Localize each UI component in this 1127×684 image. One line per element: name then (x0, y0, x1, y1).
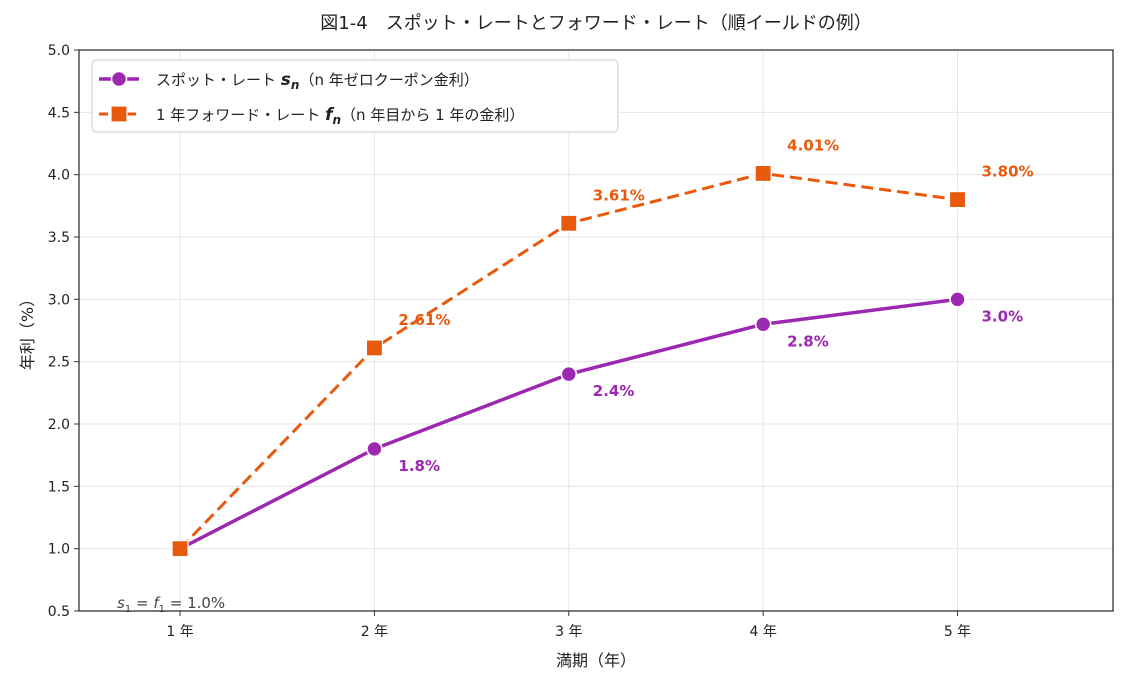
chart-title: 図1-4 スポット・レートとフォワード・レート（順イールドの例） (320, 13, 871, 34)
series-1-point (560, 365, 578, 383)
y-tick-label: 3.5 (48, 230, 70, 246)
y-tick-label: 1.5 (48, 479, 70, 495)
y-tick-label: 0.5 (48, 604, 70, 620)
data-label-series-2: 4.01% (787, 136, 839, 154)
x-tick-label: 2 年 (361, 624, 388, 640)
legend-box (91, 59, 619, 133)
data-label-series-2: 2.61% (398, 311, 450, 329)
x-tick-label: 1 年 (166, 624, 193, 640)
y-tick-label: 5.0 (48, 43, 70, 59)
y-tick-label: 4.5 (48, 105, 70, 121)
series-2-point (754, 164, 772, 183)
series-2-point (365, 339, 384, 357)
series-2-point (948, 191, 967, 209)
plot-frame (78, 49, 1114, 612)
y-tick-label: 2.0 (48, 417, 70, 433)
legend-text-part: n (291, 78, 300, 92)
legend-text-part: （n 年目から 1 年の金利） (341, 106, 524, 124)
x-axis-label: 満期（年） (556, 651, 636, 670)
series-1-point (754, 315, 772, 333)
legend-label-2: 1 年フォワード・レート fn（n 年目から 1 年の金利） (156, 105, 524, 127)
series-1-point (366, 440, 383, 458)
legend-text-part: s (281, 70, 291, 90)
annotation-eq1: = (131, 594, 153, 612)
data-label-series-2: 3.80% (982, 163, 1034, 181)
y-tick-label: 2.5 (48, 355, 70, 371)
legend-text-part: n (333, 113, 342, 127)
legend-label-1: スポット・レート sn（n 年ゼロクーポン金利） (156, 70, 479, 92)
plot-area (79, 50, 1113, 611)
legend-text-part: 1 年フォワード・レート (156, 106, 325, 124)
annotation-f: f (153, 594, 161, 612)
series-2-point (171, 540, 189, 558)
data-label-series-1: 2.8% (787, 332, 829, 350)
legend-marker-circle (110, 70, 128, 88)
data-label-series-1: 3.0% (982, 307, 1024, 325)
data-label-series-1: 1.8% (398, 457, 440, 475)
data-label-series-2: 3.61% (593, 186, 645, 204)
y-tick-label: 4.0 (48, 168, 70, 184)
y-axis-label: 年利（%） (18, 291, 37, 370)
x-tick-label: 5 年 (944, 624, 971, 640)
annotation-eq2: = 1.0% (165, 594, 225, 612)
annotation-sub2: 1 (159, 604, 165, 615)
legend-text-part: f (325, 105, 335, 125)
data-label-series-1: 2.4% (593, 382, 635, 400)
annotation-text: s1 = f1 = 1.0% (117, 594, 225, 615)
series-1-point (949, 291, 966, 308)
annotation-sub1: 1 (125, 604, 131, 615)
x-tick-label: 4 年 (749, 624, 776, 640)
series-2-point (560, 214, 578, 232)
x-tick-label: 3 年 (555, 624, 582, 640)
legend-text-part: （n 年ゼロクーポン金利） (299, 71, 478, 89)
legend-text-part: スポット・レート (156, 71, 281, 89)
legend: スポット・レート sn（n 年ゼロクーポン金利）1 年フォワード・レート fn（… (91, 59, 619, 133)
legend-marker-square (110, 105, 128, 123)
y-tick-label: 1.0 (48, 542, 70, 558)
y-tick-label: 3.0 (48, 292, 70, 308)
annotation-s: s (117, 594, 125, 612)
